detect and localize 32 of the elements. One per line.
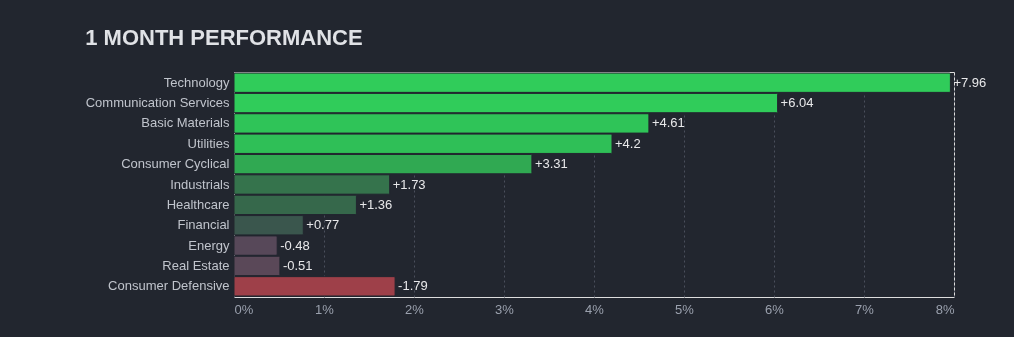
data-label: +3.31	[534, 156, 568, 172]
data-label: -1.79	[398, 278, 428, 294]
y-tick-label: Financial	[177, 217, 230, 233]
y-tick-label: Communication Services	[85, 95, 230, 111]
data-label: +0.77	[306, 217, 340, 233]
data-label: +1.36	[359, 196, 393, 212]
y-tick-label: Basic Materials	[141, 115, 230, 131]
y-tick-label: Consumer Defensive	[108, 278, 230, 294]
data-label: +4.2	[615, 135, 641, 151]
y-tick-label: Real Estate	[162, 257, 230, 273]
y-tick-label: Industrials	[170, 176, 230, 192]
x-tick-label: 8%	[935, 301, 955, 317]
x-tick-label: 6%	[765, 301, 785, 317]
x-tick-label: 3%	[495, 301, 515, 317]
x-tick-label: 7%	[855, 301, 875, 317]
data-label: +4.61	[651, 115, 685, 131]
y-tick-label: Technology	[163, 74, 230, 90]
y-tick-label: Energy	[188, 237, 230, 253]
x-tick-label: 2%	[405, 301, 425, 317]
chart-title: 1 MONTH PERFORMANCE	[85, 25, 363, 50]
y-tick-label: Utilities	[187, 135, 230, 151]
x-tick-label: 4%	[585, 301, 605, 317]
data-label: -0.51	[282, 257, 313, 273]
x-tick-label: 5%	[675, 301, 695, 317]
y-tick-label: Consumer Cyclical	[121, 156, 230, 172]
y-tick-label: Healthcare	[166, 196, 230, 212]
data-label: +6.04	[780, 95, 814, 111]
data-label: +1.73	[392, 176, 426, 192]
x-tick-label: 1%	[315, 301, 335, 317]
data-label: -0.48	[280, 237, 310, 253]
x-tick-label: 0%	[234, 301, 254, 317]
data-label: +7.96	[953, 74, 987, 90]
